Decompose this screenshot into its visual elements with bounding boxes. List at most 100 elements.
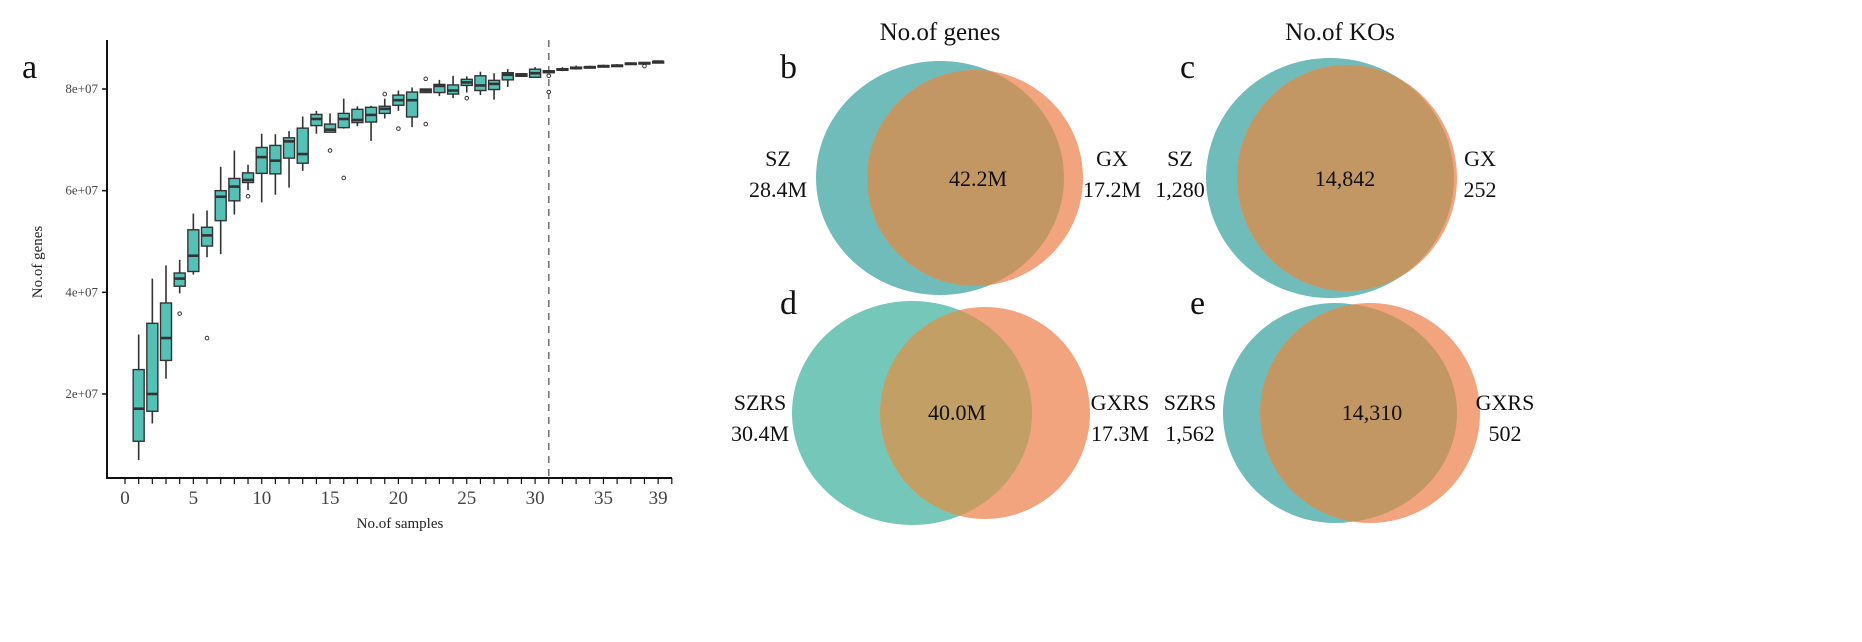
box-iqr	[159, 302, 173, 362]
left-set-name: SZ	[765, 146, 791, 171]
box-sample-13	[296, 116, 309, 171]
box-iqr	[323, 123, 337, 133]
y-tick-label: 8e+07	[65, 81, 98, 96]
box-iqr	[241, 172, 255, 184]
box-sample-8	[228, 150, 241, 215]
venn-overlap	[867, 70, 1064, 286]
box-iqr	[337, 112, 350, 129]
x-tick-label: 35	[594, 488, 613, 509]
box-sample-30	[528, 67, 542, 79]
outlier-point	[204, 335, 210, 341]
outlier-point	[423, 121, 429, 127]
panel-label-a: a	[22, 49, 37, 86]
box-sample-9	[241, 164, 255, 199]
left-set-value: 1,562	[1165, 421, 1215, 446]
venn-overlap	[1237, 65, 1454, 291]
venn-overlap	[1260, 303, 1457, 523]
box-sample-11	[269, 134, 282, 195]
x-tick-label: 10	[252, 488, 271, 509]
box-iqr	[296, 127, 309, 164]
y-axis-label: No.of genes	[30, 226, 46, 299]
outlier-point	[245, 193, 251, 199]
right-set-name: GX	[1464, 146, 1496, 171]
box-sample-20	[392, 90, 405, 131]
box-sample-37	[624, 62, 637, 66]
venn-title: No.of KOs	[1285, 19, 1395, 46]
box-iqr	[501, 72, 514, 81]
box-sample-21	[405, 87, 419, 128]
box-sample-35	[597, 64, 610, 68]
box-sample-29	[515, 73, 528, 77]
box-sample-6	[200, 210, 214, 341]
left-set-name: SZRS	[1164, 390, 1217, 415]
right-set-name: GXRS	[1091, 390, 1150, 415]
outlier-point	[546, 73, 552, 79]
box-sample-27	[487, 73, 501, 100]
box-sample-31	[542, 70, 555, 95]
x-tick-label: 30	[526, 488, 545, 509]
box-iqr	[187, 229, 200, 273]
box-iqr	[228, 177, 241, 202]
box-sample-1	[132, 334, 145, 461]
x-axis-label: No.of samples	[357, 516, 444, 532]
box-sample-34	[583, 65, 596, 69]
x-tick-label: 25	[457, 488, 476, 509]
right-set-value: 17.2M	[1083, 177, 1141, 202]
x-tick-label: 15	[321, 488, 340, 509]
x-tick-label: 5	[189, 488, 199, 509]
left-set-name: SZ	[1167, 146, 1193, 171]
box-iqr	[214, 189, 227, 222]
box-sample-7	[214, 166, 227, 255]
box-iqr	[282, 137, 296, 159]
outlier-point	[177, 311, 182, 316]
panel-label-b: b	[780, 49, 797, 86]
box-sample-32	[556, 67, 569, 72]
box-iqr	[255, 146, 268, 175]
box-sample-39	[651, 60, 665, 64]
y-tick-label: 2e+07	[65, 386, 98, 401]
box-sample-3	[159, 265, 173, 379]
box-sample-22	[419, 76, 432, 127]
box-sample-5	[187, 213, 200, 275]
right-set-name: GX	[1096, 146, 1128, 171]
venn-title: No.of genes	[880, 19, 1001, 46]
box-sample-2	[146, 278, 159, 424]
box-sample-12	[282, 131, 296, 188]
overlap-value: 42.2M	[949, 166, 1007, 191]
box-sample-19	[378, 91, 391, 119]
box-sample-36	[610, 64, 624, 68]
box-iqr	[132, 368, 145, 442]
right-set-value: 17.3M	[1091, 421, 1149, 446]
right-set-name: GXRS	[1476, 390, 1535, 415]
outlier-point	[396, 126, 401, 131]
box-iqr	[474, 75, 487, 92]
left-set-value: 30.4M	[731, 421, 789, 446]
box-sample-33	[569, 65, 583, 70]
box-sample-4	[173, 259, 186, 316]
box-iqr	[405, 91, 419, 118]
box-iqr	[433, 83, 446, 94]
left-set-value: 1,280	[1155, 177, 1205, 202]
venn-overlap	[880, 307, 1032, 519]
x-tick-label: 20	[389, 488, 408, 509]
overlap-value: 14,842	[1315, 166, 1376, 191]
box-sample-16	[337, 98, 350, 181]
boxes	[132, 60, 665, 461]
outlier-point	[546, 89, 552, 95]
x-tick-label: 39	[649, 488, 668, 509]
box-sample-23	[433, 79, 446, 97]
outlier-point	[642, 63, 647, 69]
x-tick-label: 0	[120, 488, 130, 509]
x-ticks: 0 5 10 15 20 25 30 35 39	[120, 478, 673, 509]
y-ticks: 2e+07 4e+07 6e+07 8e+07	[65, 81, 107, 401]
panel-label-e: e	[1190, 285, 1205, 322]
left-set-name: SZRS	[734, 390, 787, 415]
overlap-value: 40.0M	[928, 400, 986, 425]
right-set-value: 502	[1489, 421, 1522, 446]
outlier-point	[382, 91, 388, 97]
box-sample-18	[364, 105, 378, 141]
box-sample-24	[446, 75, 460, 99]
box-sample-38	[638, 61, 651, 69]
